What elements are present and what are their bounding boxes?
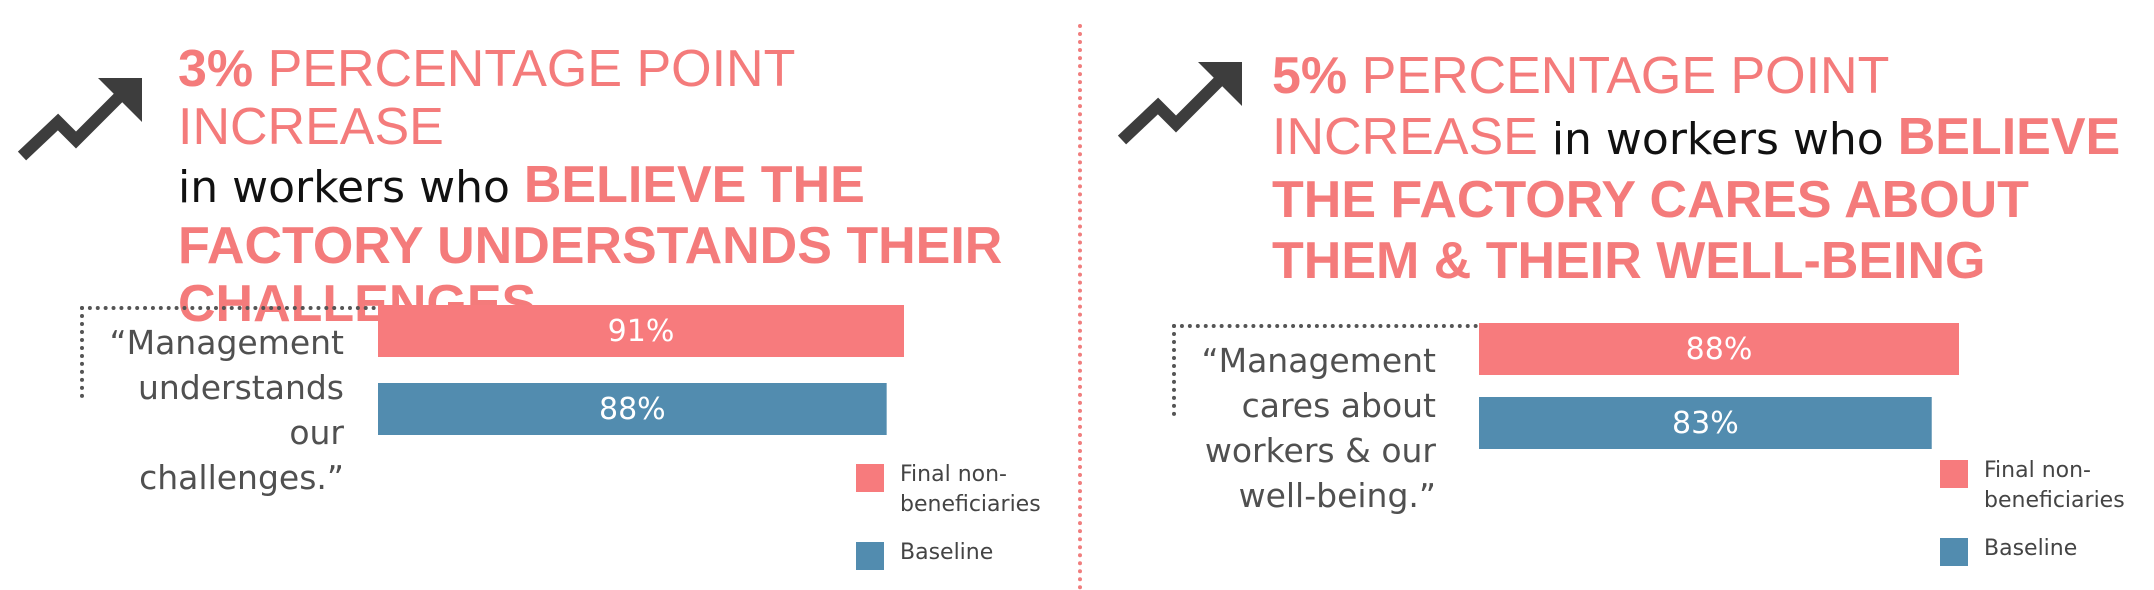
headline-lead: PERCENTAGE POINT INCREASE [1272,47,1889,166]
trend-up-arrow-icon [17,78,142,161]
panel-divider [1078,24,1082,590]
quote-bracket [80,306,376,398]
headline: 3% PERCENTAGE POINT INCREASE in workers … [178,40,1058,333]
panel-right: 5% PERCENTAGE POINT INCREASE in workers … [1100,0,2154,590]
legend-swatch-baseline [856,542,884,570]
quote: “Management understands our challenges.” [109,323,344,497]
legend-swatch-final [856,464,884,492]
panel-left: 3% PERCENTAGE POINT INCREASE in workers … [0,0,1070,590]
bar-value-label: 83% [1672,406,1739,441]
headline-mid: in workers who [178,162,524,213]
bar-value-label: 88% [1686,332,1753,367]
headline-strong: BELIEVE THE FACTORY CARES ABOUT THEM & T… [1272,108,2121,290]
bar-chart: 91% 88% [378,305,904,435]
trend-up-arrow-icon [1117,62,1242,145]
bar-value-label: 88% [599,392,666,427]
headline-mid: in workers who [1537,114,1898,165]
quote: “Management cares about workers & our we… [1201,341,1436,515]
bar-baseline [1479,397,1932,449]
headline: 5% PERCENTAGE POINT INCREASE in workers … [1272,46,2142,292]
bar-final [378,305,904,357]
bar-value-label: 91% [608,314,675,349]
headline-lead: PERCENTAGE POINT INCREASE [178,40,795,156]
legend-swatch-final [1940,460,1968,488]
legend-label-baseline: Baseline [900,540,994,565]
headline-percent: 5% [1272,47,1348,105]
bar-final [1479,323,1959,375]
quote-bracket [1172,324,1486,416]
legend-label-final: Final non-beneficiaries [1984,458,2125,513]
bar-chart: 88% 83% [1479,323,1959,449]
bar-baseline [378,383,887,435]
legend-label-baseline: Baseline [1984,536,2078,561]
legend-label-final: Final non-beneficiaries [900,462,1041,517]
headline-percent: 3% [178,40,254,98]
legend-swatch-baseline [1940,538,1968,566]
